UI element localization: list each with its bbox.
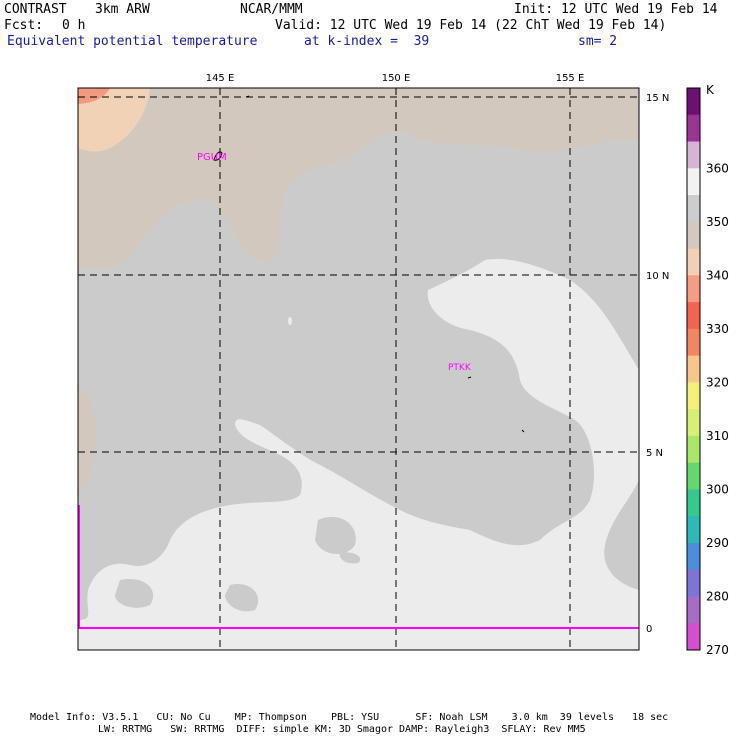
- colorbar-swatch: [687, 88, 700, 116]
- colorbar-swatch: [687, 141, 700, 169]
- gray-patch-5: [339, 552, 361, 564]
- chuuk-outline: [467, 376, 472, 379]
- colorbar-swatch: [687, 382, 700, 410]
- colorbar-label: 310: [706, 429, 729, 443]
- colorbar-label: 340: [706, 268, 729, 282]
- white-patch: [288, 317, 292, 325]
- island-outline-north: [245, 95, 250, 98]
- colorbar-swatch: [687, 328, 700, 357]
- island-outline-east: [521, 429, 525, 433]
- smoothing: sm= 2: [578, 34, 618, 49]
- valid-time: Valid: 12 UTC Wed 19 Feb 14 (22 ChT Wed …: [275, 18, 667, 33]
- map-frame: [77, 87, 640, 651]
- colorbar-swatch: [687, 275, 700, 303]
- colorbar-label: 350: [706, 215, 729, 229]
- model-name: CONTRAST: [4, 2, 67, 17]
- colorbar-swatch: [687, 489, 700, 517]
- gray-patch-4: [488, 399, 508, 422]
- station-label-ptkk: PTKK: [448, 363, 472, 373]
- level-index: at k-index = 39: [304, 34, 430, 49]
- region-335k: [78, 88, 110, 104]
- init-time: Init: 12 UTC Wed 19 Feb 14: [514, 2, 718, 17]
- guam-outline: [213, 151, 223, 161]
- colorbar-swatch: [687, 596, 700, 624]
- region-355k: [78, 258, 639, 650]
- colorbar-swatch: [687, 409, 700, 437]
- colorbar-swatch: [687, 221, 700, 250]
- region-340k: [78, 88, 150, 152]
- colorbar-swatch: [687, 435, 700, 464]
- colorbar-swatch: [687, 114, 700, 143]
- colorbar-label: 270: [706, 643, 729, 657]
- lat-label-0: 0: [646, 624, 652, 635]
- model-info-line1: Model Info: V3.5.1 CU: No Cu MP: Thompso…: [30, 712, 669, 723]
- model-info-line2: LW: RRTMG SW: RRTMG DIFF: simple KM: 3D …: [98, 724, 586, 735]
- colorbar-frame: [686, 87, 701, 651]
- colorbar-label: 290: [706, 536, 729, 550]
- organization: NCAR/MMM: [240, 2, 303, 17]
- forecast-hour: 0 h: [62, 18, 86, 33]
- colorbar-swatch: [687, 569, 700, 597]
- region-345k-edge: [78, 385, 96, 490]
- domain-boundary: [78, 505, 639, 629]
- colorbar-swatch: [687, 542, 700, 571]
- region-345k-west: [195, 95, 271, 175]
- colorbar-unit: K: [706, 83, 715, 97]
- gray-patch-3: [225, 584, 259, 612]
- colorbar-label: 280: [706, 589, 729, 603]
- model-resolution: 3km ARW: [95, 2, 150, 17]
- station-label-pgum: PGUM: [197, 152, 227, 163]
- lat-label-10n: 10 N: [646, 271, 669, 282]
- colorbar-swatch: [687, 462, 700, 490]
- lat-label-15n: 15 N: [646, 93, 669, 104]
- field-name: Equivalent potential temperature: [7, 34, 258, 49]
- contour-fill: [78, 88, 639, 650]
- lat-label-5n: 5 N: [646, 448, 663, 459]
- lon-label-150e: 150 E: [382, 73, 411, 84]
- colorbar-swatch: [687, 516, 700, 544]
- colorbar-label: 320: [706, 375, 729, 389]
- colorbar-swatch: [687, 195, 700, 223]
- colorbar-label: 330: [706, 322, 729, 336]
- colorbar-swatch: [687, 168, 700, 196]
- colorbar-label: 360: [706, 161, 729, 175]
- lon-label-155e: 155 E: [556, 73, 585, 84]
- colorbar-swatch: [687, 248, 700, 276]
- colorbar-swatch: [687, 302, 700, 330]
- colorbar-label: 300: [706, 482, 729, 496]
- forecast-label: Fcst:: [4, 18, 44, 33]
- lon-label-145e: 145 E: [206, 73, 235, 84]
- colorbar-swatch: [687, 623, 700, 651]
- colorbar-swatch: [687, 355, 700, 383]
- gray-patch-1: [315, 516, 356, 555]
- map-canvas: PGUM PTKK 145 E 150 E 155 E 15 N 10 N 5 …: [77, 73, 729, 657]
- colorbar: [686, 87, 701, 651]
- gray-patch-2: [115, 579, 154, 608]
